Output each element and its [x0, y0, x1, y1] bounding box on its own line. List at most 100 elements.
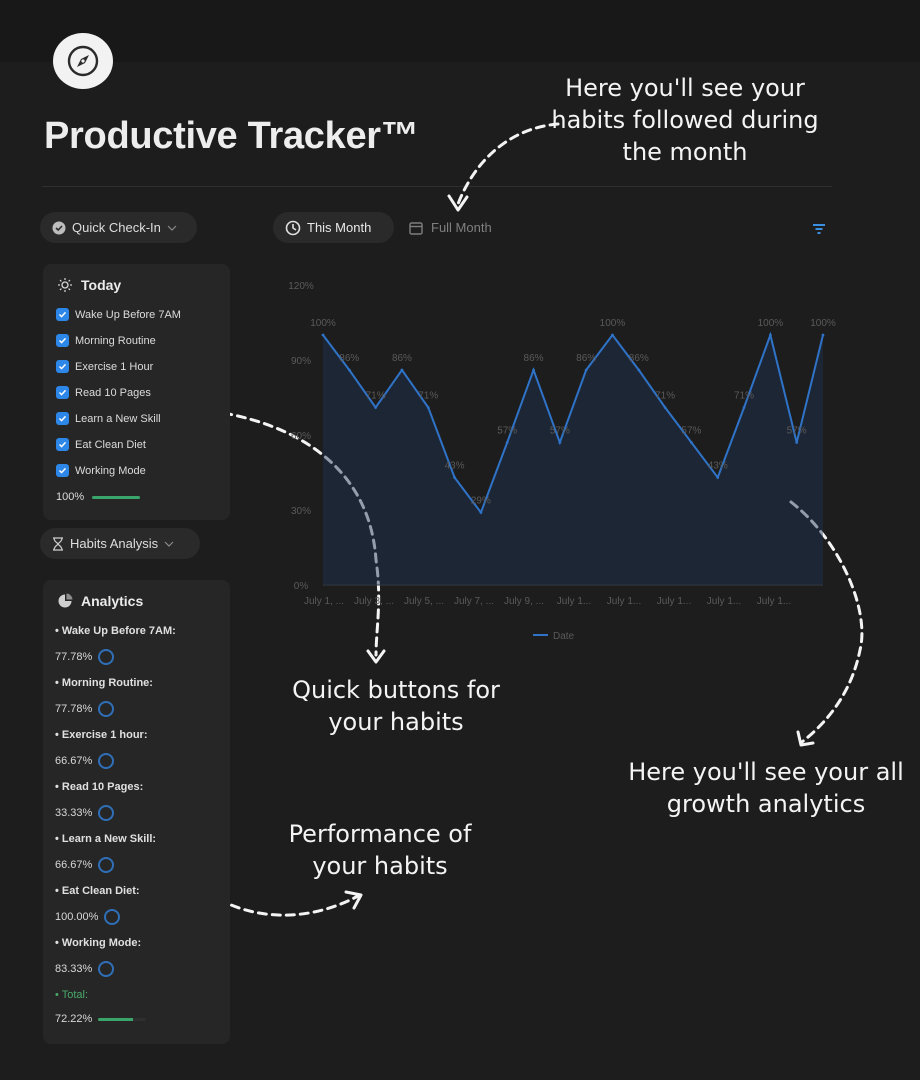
compass-icon[interactable]: [53, 33, 113, 89]
checkbox[interactable]: [56, 464, 69, 477]
chevron-down-icon: [167, 225, 177, 231]
x-tick-label: July 5, ...: [404, 596, 444, 607]
data-label: 86%: [392, 353, 412, 364]
progress-ring-icon: [104, 909, 121, 925]
today-progress-label: 100%: [56, 491, 85, 503]
analytics-percent: 100.00%: [55, 911, 99, 923]
data-point: [321, 333, 325, 337]
checkbox[interactable]: [56, 438, 69, 451]
data-point: [584, 368, 588, 372]
top-band: [0, 0, 920, 62]
progress-ring-icon: [98, 805, 115, 821]
arrow-month: [456, 122, 560, 206]
data-label: 43%: [445, 461, 465, 472]
x-tick-label: July 1, ...: [304, 596, 344, 607]
tab-this-month-label: This Month: [307, 220, 372, 235]
progress-ring-icon: [98, 701, 115, 717]
data-point: [637, 368, 641, 372]
data-point: [374, 406, 378, 409]
tab-this-month[interactable]: This Month: [273, 212, 394, 243]
data-label: 86%: [629, 353, 649, 364]
x-tick-label: July 1...: [707, 596, 741, 607]
analytics-habit-label: • Learn a New Skill:: [55, 833, 157, 845]
habit-label: Eat Clean Diet: [75, 438, 146, 451]
y-tick-label: 30%: [291, 506, 311, 517]
checkbox[interactable]: [56, 386, 69, 399]
data-label: 86%: [339, 353, 359, 364]
habit-label: Learn a New Skill: [75, 412, 161, 425]
analytics-percent: 66.67%: [55, 859, 93, 871]
check-circle-icon: [52, 221, 66, 234]
habit-checkbox-row[interactable]: Morning Routine: [56, 334, 156, 347]
data-point: [400, 368, 404, 372]
checkbox[interactable]: [56, 360, 69, 373]
analytics-total: 72.22%: [55, 1013, 147, 1025]
data-point: [453, 476, 456, 479]
tab-full-month[interactable]: Full Month: [409, 212, 492, 243]
callout-performance: Performance of your habits: [288, 820, 472, 881]
data-label: 86%: [524, 353, 544, 364]
data-point: [795, 441, 799, 444]
habit-checkbox-row[interactable]: Learn a New Skill: [56, 412, 161, 425]
callout-growth: Here you'll see your all growth analytic…: [628, 758, 904, 819]
data-point: [716, 476, 720, 479]
analytics-panel: Analytics • Wake Up Before 7AM: 77.78% •…: [43, 580, 230, 1044]
analytics-title-row: Analytics: [57, 593, 143, 609]
callout-month: Here you'll see your habits followed dur…: [551, 74, 819, 167]
series-line: [322, 331, 824, 515]
habits-analysis-button[interactable]: Habits Analysis: [40, 528, 200, 559]
today-panel: Today Wake Up Before 7AM Morning Routine…: [43, 264, 230, 520]
data-label: 57%: [497, 426, 517, 437]
data-label: 100%: [810, 318, 836, 329]
arrowhead-performance: [344, 890, 363, 910]
x-tick-label: July 1...: [657, 596, 691, 607]
habit-checkbox-row[interactable]: Wake Up Before 7AM: [56, 308, 181, 321]
analytics-percent: 66.67%: [55, 755, 93, 767]
data-label: 57%: [550, 426, 570, 437]
habit-checkbox-row[interactable]: Eat Clean Diet: [56, 438, 146, 451]
quick-checkin-button[interactable]: Quick Check-In: [40, 212, 197, 243]
today-title-row: Today: [57, 277, 121, 293]
data-point: [426, 406, 430, 409]
x-tick-label: July 1...: [607, 596, 641, 607]
analytics-percent: 33.33%: [55, 807, 93, 819]
checkmark-icon: [58, 311, 67, 318]
today-progress-bar: [92, 495, 141, 499]
analytics-percent: 77.78%: [55, 703, 93, 715]
filter-icon[interactable]: [811, 222, 827, 236]
data-label: 57%: [681, 426, 701, 437]
data-label: 86%: [576, 353, 596, 364]
analytics-percent: 83.33%: [55, 963, 93, 975]
analytics-habit-label: • Exercise 1 hour:: [55, 729, 148, 741]
analytics-habit-value: 83.33%: [55, 961, 115, 977]
pie-chart-icon: [58, 593, 73, 608]
data-point: [479, 511, 483, 514]
habit-label: Exercise 1 Hour: [75, 360, 154, 373]
data-label: 100%: [310, 318, 336, 329]
habit-checkbox-row[interactable]: Exercise 1 Hour: [56, 360, 153, 373]
title-divider: [42, 186, 832, 187]
today-title: Today: [81, 277, 122, 293]
x-tick-label: July 7, ...: [454, 596, 494, 607]
tab-full-month-label: Full Month: [431, 220, 492, 235]
arrowhead-month: [447, 194, 469, 212]
progress-ring-icon: [98, 857, 115, 873]
habit-label: Working Mode: [75, 464, 146, 477]
analytics-total-value: 72.22%: [55, 1013, 93, 1025]
checkbox[interactable]: [56, 412, 69, 425]
data-point: [558, 441, 562, 444]
habit-checkbox-row[interactable]: Read 10 Pages: [56, 386, 151, 399]
checkmark-icon: [58, 415, 67, 422]
y-tick-label: 90%: [291, 356, 311, 367]
analytics-habit-value: 33.33%: [55, 805, 115, 821]
checkbox[interactable]: [56, 308, 69, 321]
data-point: [742, 406, 746, 409]
checkbox[interactable]: [56, 334, 69, 347]
today-progress: 100%: [56, 491, 141, 503]
data-label: 43%: [708, 461, 728, 472]
data-label: 57%: [787, 426, 807, 437]
analytics-title: Analytics: [81, 593, 144, 609]
habit-checkbox-row[interactable]: Working Mode: [56, 464, 146, 477]
progress-ring-icon: [98, 649, 115, 665]
